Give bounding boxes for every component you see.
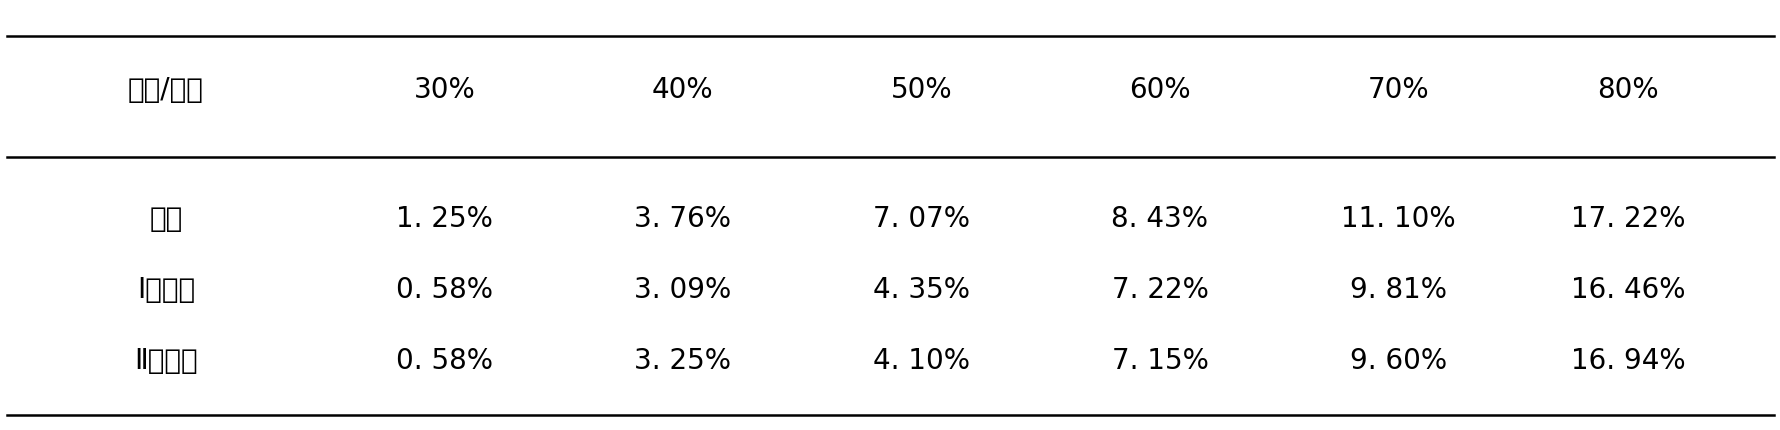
Text: 寡糖: 寡糖 <box>150 205 183 233</box>
Text: 0. 58%: 0. 58% <box>395 276 493 304</box>
Text: 3. 09%: 3. 09% <box>634 276 732 304</box>
Text: 3. 25%: 3. 25% <box>634 347 732 375</box>
Text: 11. 10%: 11. 10% <box>1340 205 1454 233</box>
Text: 40%: 40% <box>651 76 714 104</box>
Text: 16. 46%: 16. 46% <box>1570 276 1684 304</box>
Text: 7. 22%: 7. 22% <box>1111 276 1209 304</box>
Text: 16. 94%: 16. 94% <box>1570 347 1684 375</box>
Text: 17. 22%: 17. 22% <box>1570 205 1684 233</box>
Text: 8. 43%: 8. 43% <box>1111 205 1209 233</box>
Text: 4. 35%: 4. 35% <box>872 276 970 304</box>
Text: 时间/温度: 时间/温度 <box>128 76 203 104</box>
Text: Ⅱ号样品: Ⅱ号样品 <box>134 347 198 375</box>
Text: 7. 07%: 7. 07% <box>872 205 970 233</box>
Text: 80%: 80% <box>1597 76 1659 104</box>
Text: 9. 60%: 9. 60% <box>1349 347 1447 375</box>
Text: 30%: 30% <box>413 76 475 104</box>
Text: 60%: 60% <box>1129 76 1191 104</box>
Text: 3. 76%: 3. 76% <box>634 205 732 233</box>
Text: Ⅰ号样品: Ⅰ号样品 <box>137 276 196 304</box>
Text: 9. 81%: 9. 81% <box>1349 276 1445 304</box>
Text: 1. 25%: 1. 25% <box>395 205 493 233</box>
Text: 70%: 70% <box>1367 76 1429 104</box>
Text: 4. 10%: 4. 10% <box>872 347 970 375</box>
Text: 0. 58%: 0. 58% <box>395 347 493 375</box>
Text: 50%: 50% <box>890 76 952 104</box>
Text: 7. 15%: 7. 15% <box>1111 347 1209 375</box>
